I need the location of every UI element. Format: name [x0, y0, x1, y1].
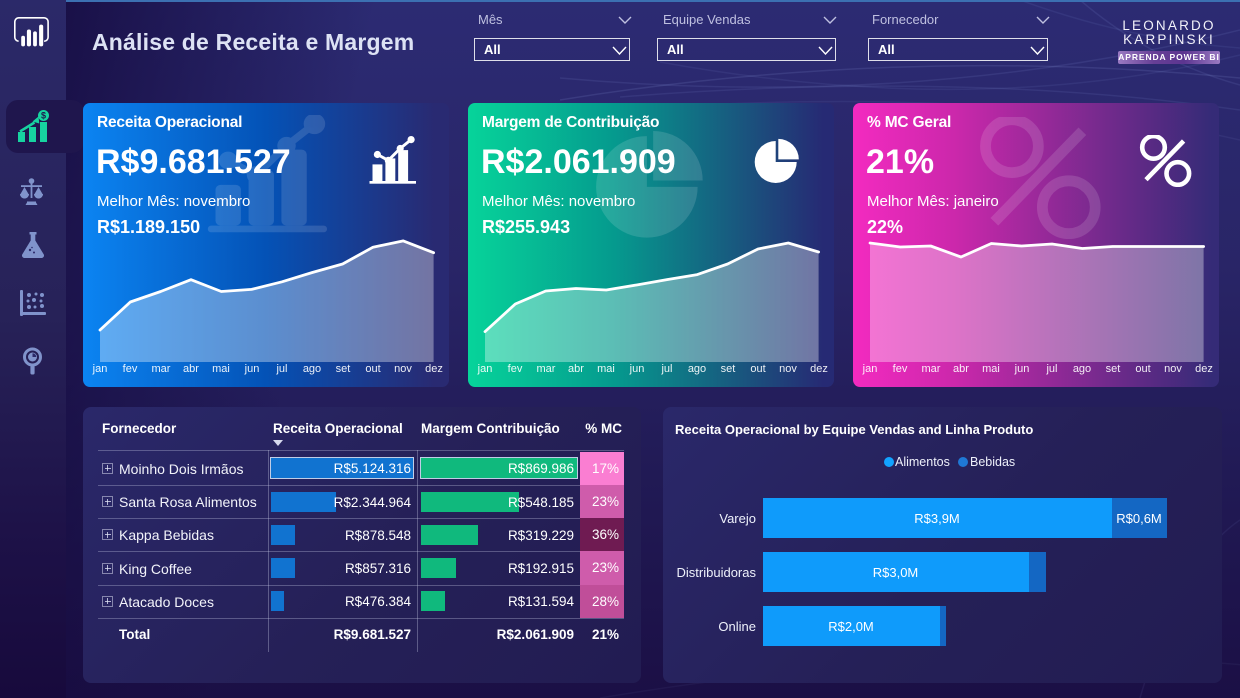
svg-text:$: $ [41, 111, 46, 121]
